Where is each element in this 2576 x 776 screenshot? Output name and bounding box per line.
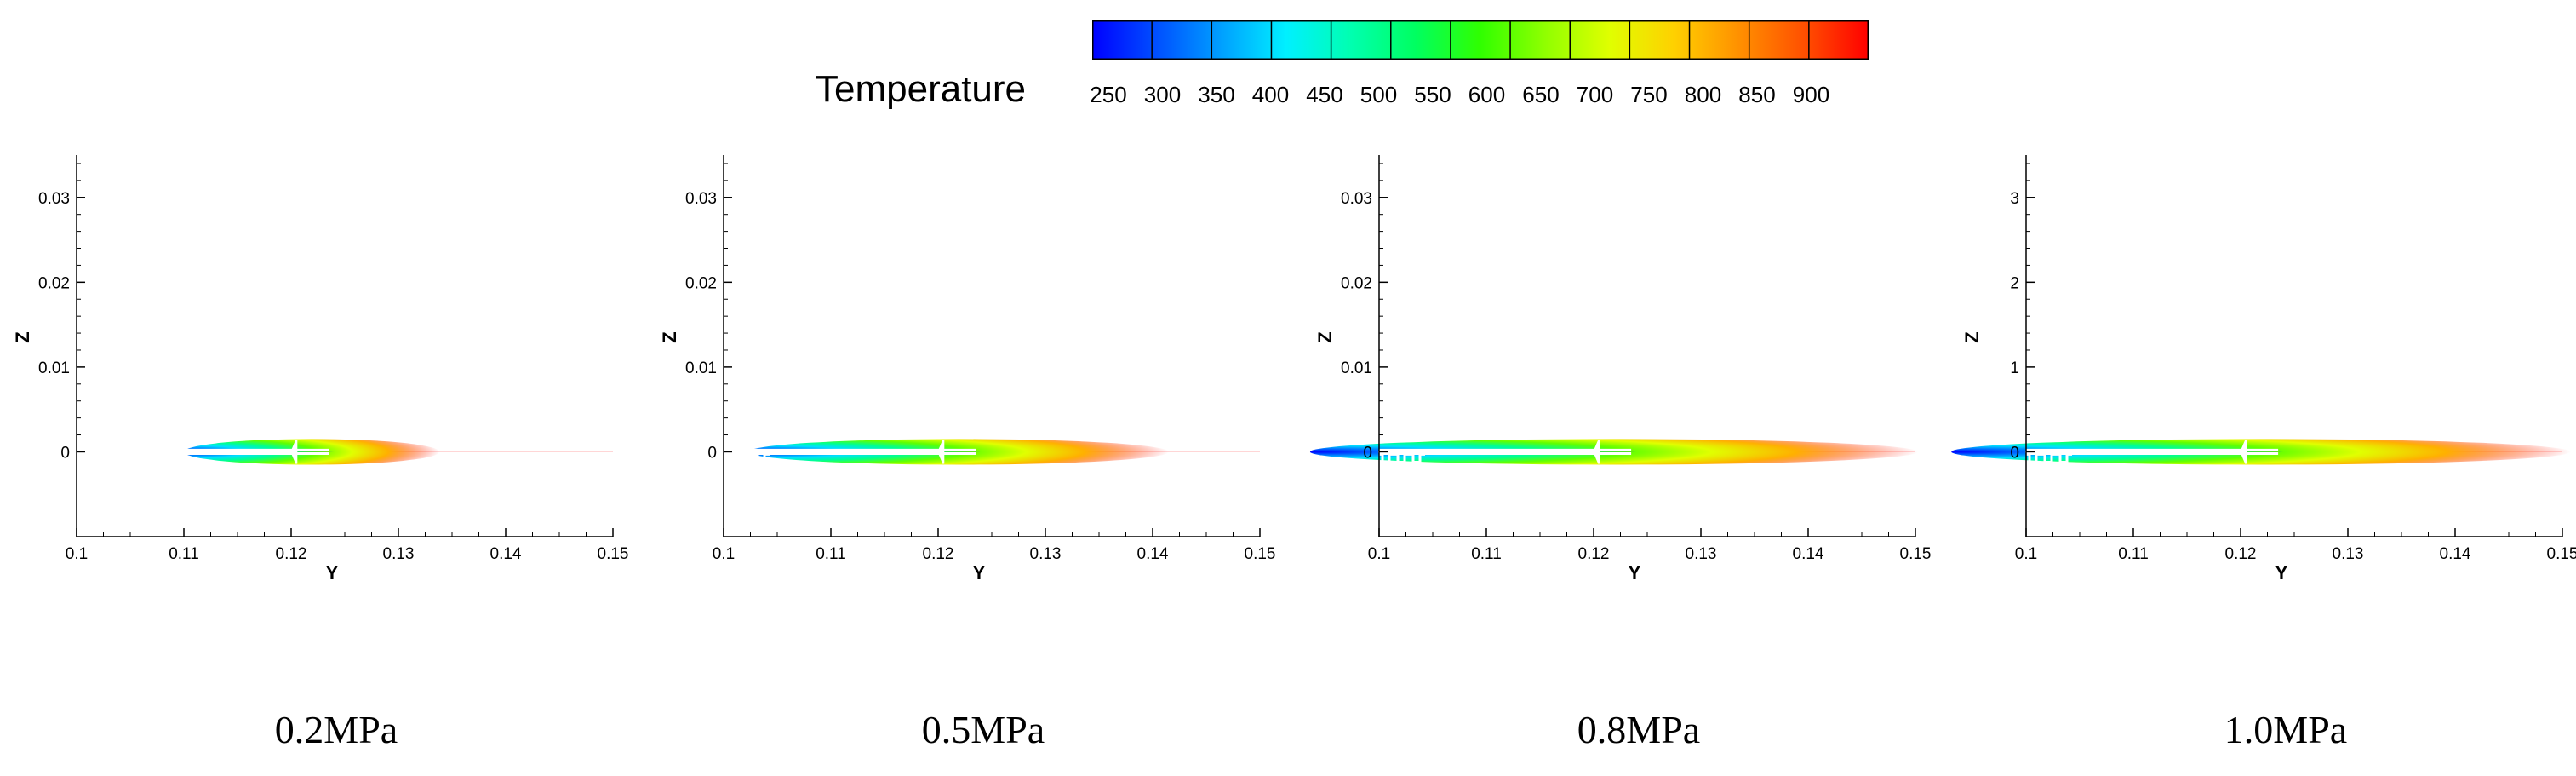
panel-caption: 0.8MPa <box>1577 708 1701 751</box>
legend-tick-label: 900 <box>1792 82 1830 107</box>
legend-tick-label: 800 <box>1684 82 1722 107</box>
serration-bottom <box>2026 451 2072 463</box>
x-tick-label: 0.11 <box>1471 545 1502 563</box>
legend-tick-label: 350 <box>1198 82 1235 107</box>
x-tick-label: 0.13 <box>383 545 415 563</box>
legend-tick-label: 850 <box>1738 82 1776 107</box>
panel-caption: 1.0MPa <box>2224 708 2348 751</box>
x-tick-label: 0.15 <box>1245 545 1276 563</box>
y-tick-label: 0.03 <box>38 190 70 208</box>
legend-title: Temperature <box>816 68 1027 110</box>
y-tick-label: 1 <box>2010 359 2019 377</box>
contour-panel: 0.1 0.11 0.12 0.13 0.14 0.15 0 1 2 3 Y Z 1.0MPa <box>1949 145 2576 775</box>
temperature-legend: Temperature 250 300 350 400 450 500 550 600 650 7… <box>0 0 2576 136</box>
legend-border <box>1092 20 1869 60</box>
x-tick-label: 0.14 <box>1793 545 1824 563</box>
y-axis-label: Z <box>1961 331 1983 342</box>
y-tick-label: 0.01 <box>1341 359 1372 377</box>
legend-colorbar <box>1092 20 1869 60</box>
y-tick-label: 0.02 <box>38 274 70 292</box>
legend-tick-label: 500 <box>1360 82 1398 107</box>
x-tick-label: 0.14 <box>2440 545 2471 563</box>
contour-panel: 0.1 0.11 0.12 0.13 0.14 0.15 0 0.01 0.02 0.03 Y Z 0.… <box>0 145 647 775</box>
serration-bottom <box>724 451 770 463</box>
x-tick-label: 0.15 <box>1900 545 1932 563</box>
y-tick-label: 3 <box>2010 190 2019 208</box>
y-tick-label: 0.03 <box>685 190 717 208</box>
y-tick-label: 0 <box>1363 444 1372 462</box>
legend-gradient <box>1092 20 1869 60</box>
y-axis-label: Z <box>12 331 33 342</box>
x-tick-label: 0.11 <box>816 545 846 563</box>
x-axis-label: Y <box>326 562 339 583</box>
serration-bottom <box>77 451 123 463</box>
contour-panel: 0.1 0.11 0.12 0.13 0.14 0.15 0 0.01 0.02 0.03 Y Z 0.… <box>1302 145 1949 775</box>
legend-tick-label: 450 <box>1306 82 1343 107</box>
x-tick-label: 0.1 <box>713 545 735 563</box>
contour-plot: 0.1 0.11 0.12 0.13 0.14 0.15 0 0.01 0.02 0.03 Y Z <box>659 155 1275 583</box>
panel-caption: 0.2MPa <box>274 708 398 751</box>
y-axis-label: Z <box>1314 331 1336 342</box>
y-tick-label: 0 <box>2010 444 2019 462</box>
contour-plot: 0.1 0.11 0.12 0.13 0.14 0.15 0 0.01 0.02 0.03 Y Z <box>1309 155 1931 583</box>
contour-panel: 0.1 0.11 0.12 0.13 0.14 0.15 0 0.01 0.02 0.03 Y Z 0.… <box>647 145 1294 775</box>
x-tick-label: 0.15 <box>598 545 629 563</box>
y-tick-label: 0 <box>707 444 717 462</box>
legend-tick-label: 600 <box>1468 82 1506 107</box>
x-tick-label: 0.1 <box>1368 545 1390 563</box>
y-tick-label: 2 <box>2010 274 2019 292</box>
legend-tick-label: 250 <box>1090 82 1127 107</box>
y-tick-label: 0.02 <box>685 274 717 292</box>
y-tick-label: 0.03 <box>1341 190 1372 208</box>
x-axis-label: Y <box>1629 562 1641 583</box>
x-tick-label: 0.11 <box>169 545 199 563</box>
legend-tick-label: 550 <box>1414 82 1451 107</box>
contour-plot: 0.1 0.11 0.12 0.13 0.14 0.15 0 0.01 0.02 0.03 Y Z <box>12 155 628 583</box>
y-axis-label: Z <box>659 331 680 342</box>
x-tick-label: 0.15 <box>2547 545 2576 563</box>
x-tick-label: 0.12 <box>923 545 954 563</box>
x-axis-label: Y <box>973 562 986 583</box>
x-tick-label: 0.14 <box>1137 545 1169 563</box>
x-tick-label: 0.11 <box>2118 545 2149 563</box>
contour-plot: 0.1 0.11 0.12 0.13 0.14 0.15 0 1 2 3 Y Z <box>1951 155 2576 583</box>
y-tick-label: 0.01 <box>38 359 70 377</box>
y-tick-label: 0.02 <box>1341 274 1372 292</box>
x-axis-label: Y <box>2275 562 2288 583</box>
x-tick-label: 0.1 <box>66 545 88 563</box>
x-tick-label: 0.13 <box>1030 545 1062 563</box>
panel-caption: 0.5MPa <box>921 708 1045 751</box>
x-tick-label: 0.12 <box>2225 545 2257 563</box>
legend-tick-label: 700 <box>1576 82 1614 107</box>
x-tick-label: 0.13 <box>2333 545 2364 563</box>
legend-tick-label: 300 <box>1143 82 1182 107</box>
y-tick-label: 0 <box>60 444 70 462</box>
x-tick-label: 0.12 <box>276 545 307 563</box>
y-tick-label: 0.01 <box>685 359 717 377</box>
legend-tick-label: 750 <box>1630 82 1668 107</box>
x-tick-label: 0.12 <box>1578 545 1610 563</box>
legend-tick-label: 400 <box>1251 82 1290 107</box>
serration-bottom <box>1379 451 1425 463</box>
legend-tick-row: 250 300 350 400 450 500 550 600 650 700 750 800 850 9… <box>0 82 2576 116</box>
x-tick-label: 0.14 <box>490 545 522 563</box>
x-tick-label: 0.13 <box>1686 545 1717 563</box>
x-tick-label: 0.1 <box>2015 545 2037 563</box>
legend-tick-label: 650 <box>1522 82 1560 107</box>
